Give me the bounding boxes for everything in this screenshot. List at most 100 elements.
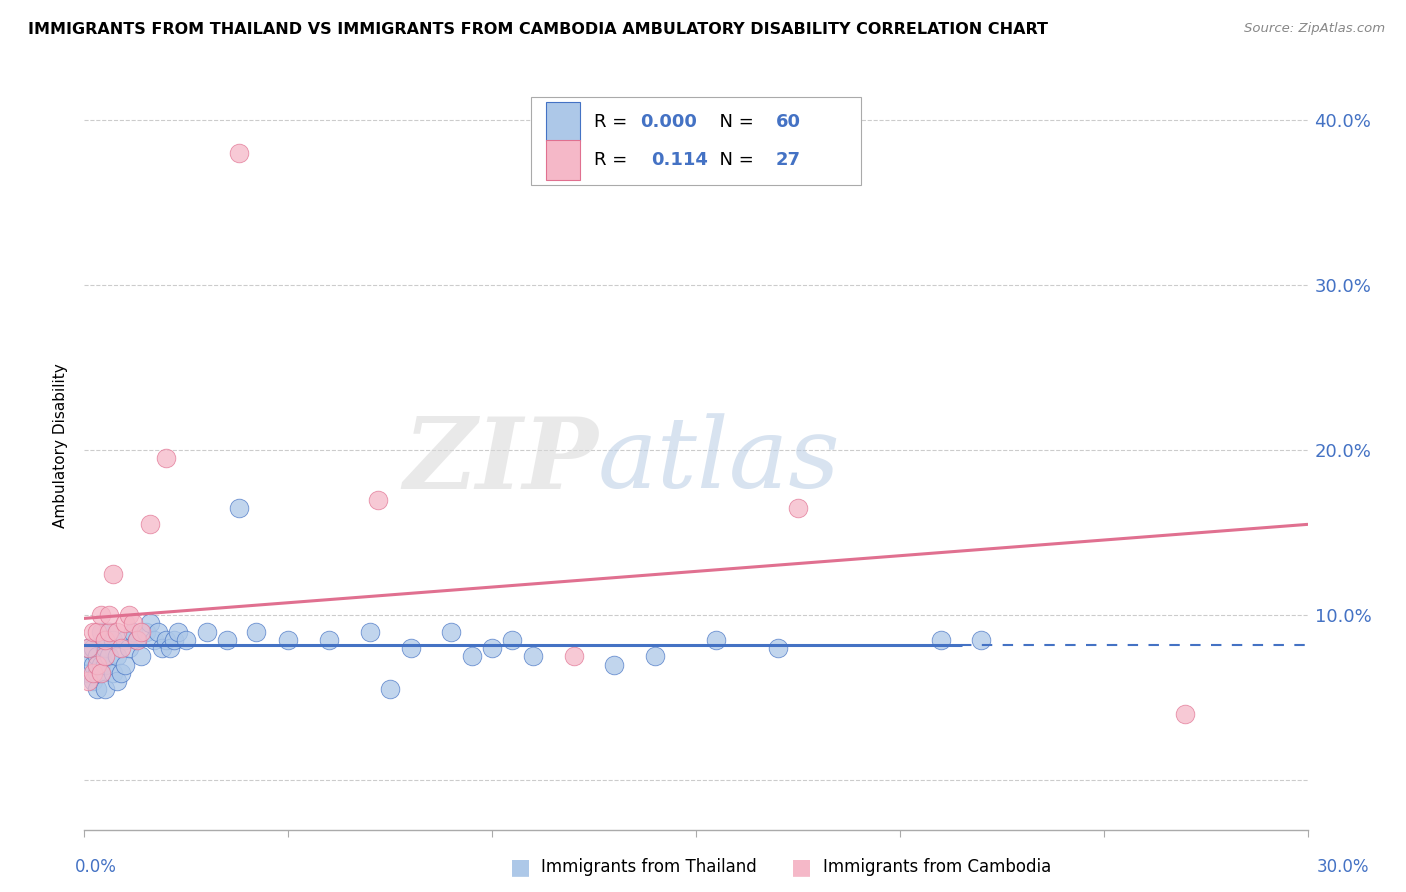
Point xyxy=(522,649,544,664)
Point xyxy=(122,616,145,631)
Point xyxy=(502,632,524,647)
Point xyxy=(93,649,115,664)
Point xyxy=(93,657,115,672)
Point xyxy=(105,674,128,689)
Text: 27: 27 xyxy=(776,151,800,169)
Point xyxy=(167,624,190,639)
Point xyxy=(97,649,120,664)
Point xyxy=(90,624,112,639)
Text: ■: ■ xyxy=(510,857,530,877)
Point xyxy=(163,632,186,647)
Point xyxy=(86,665,108,680)
Text: 60: 60 xyxy=(776,112,800,130)
Point xyxy=(101,665,124,680)
Point xyxy=(461,649,484,664)
Point xyxy=(142,632,165,647)
Point xyxy=(245,624,267,639)
Point xyxy=(970,632,993,647)
Point xyxy=(110,665,132,680)
Point xyxy=(195,624,218,639)
Point xyxy=(367,492,389,507)
Point xyxy=(82,674,104,689)
Point xyxy=(97,608,120,623)
Point xyxy=(90,665,112,680)
FancyBboxPatch shape xyxy=(531,97,860,186)
Point xyxy=(603,657,626,672)
Point xyxy=(131,649,153,664)
Text: 0.000: 0.000 xyxy=(640,112,696,130)
Text: R =: R = xyxy=(595,151,640,169)
Point xyxy=(114,616,136,631)
Point xyxy=(82,624,104,639)
Point xyxy=(93,682,115,697)
Point xyxy=(97,624,120,639)
Point xyxy=(174,632,197,647)
Point xyxy=(138,517,160,532)
Point xyxy=(131,624,153,639)
Text: N =: N = xyxy=(709,151,759,169)
Point xyxy=(101,632,124,647)
Point xyxy=(155,451,177,466)
Point xyxy=(101,566,124,581)
Point xyxy=(93,641,115,656)
Point xyxy=(114,632,136,647)
Point xyxy=(77,649,100,664)
Point xyxy=(127,632,149,647)
Point xyxy=(277,632,299,647)
Point xyxy=(82,657,104,672)
Text: Immigrants from Thailand: Immigrants from Thailand xyxy=(541,858,756,876)
Text: atlas: atlas xyxy=(598,414,841,509)
Text: ZIP: ZIP xyxy=(404,413,598,509)
Point xyxy=(150,641,173,656)
Point xyxy=(86,682,108,697)
Text: Immigrants from Cambodia: Immigrants from Cambodia xyxy=(823,858,1050,876)
Point xyxy=(481,641,503,656)
Point xyxy=(787,500,810,515)
Point xyxy=(380,682,402,697)
Point xyxy=(90,657,112,672)
Point xyxy=(82,665,104,680)
Point xyxy=(97,624,120,639)
Text: 0.114: 0.114 xyxy=(651,151,707,169)
Point xyxy=(1174,707,1197,722)
Point xyxy=(159,641,181,656)
Point xyxy=(105,624,128,639)
Text: 30.0%: 30.0% xyxy=(1316,858,1369,876)
Point xyxy=(766,641,789,656)
Point xyxy=(86,657,108,672)
Point xyxy=(155,632,177,647)
Point xyxy=(82,641,104,656)
Point xyxy=(77,641,100,656)
Point xyxy=(118,608,141,623)
Point xyxy=(135,624,157,639)
Point xyxy=(217,632,239,647)
Text: Source: ZipAtlas.com: Source: ZipAtlas.com xyxy=(1244,22,1385,36)
Point xyxy=(929,632,952,647)
Text: ■: ■ xyxy=(792,857,811,877)
Point xyxy=(146,624,169,639)
Y-axis label: Ambulatory Disability: Ambulatory Disability xyxy=(53,364,69,528)
Text: IMMIGRANTS FROM THAILAND VS IMMIGRANTS FROM CAMBODIA AMBULATORY DISABILITY CORRE: IMMIGRANTS FROM THAILAND VS IMMIGRANTS F… xyxy=(28,22,1047,37)
Point xyxy=(318,632,340,647)
Point xyxy=(228,500,250,515)
Point xyxy=(86,657,108,672)
Point xyxy=(77,674,100,689)
Point xyxy=(706,632,728,647)
Text: R =: R = xyxy=(595,112,634,130)
Point xyxy=(86,649,108,664)
Point xyxy=(440,624,463,639)
Point xyxy=(93,632,115,647)
Point xyxy=(110,641,132,656)
Point xyxy=(77,641,100,656)
Point xyxy=(399,641,422,656)
FancyBboxPatch shape xyxy=(546,140,579,180)
Text: N =: N = xyxy=(709,112,759,130)
Point xyxy=(118,641,141,656)
Point xyxy=(644,649,666,664)
Point xyxy=(138,616,160,631)
Text: 0.0%: 0.0% xyxy=(75,858,117,876)
Point xyxy=(359,624,381,639)
Point xyxy=(105,649,128,664)
Point xyxy=(77,665,100,680)
FancyBboxPatch shape xyxy=(546,102,579,142)
